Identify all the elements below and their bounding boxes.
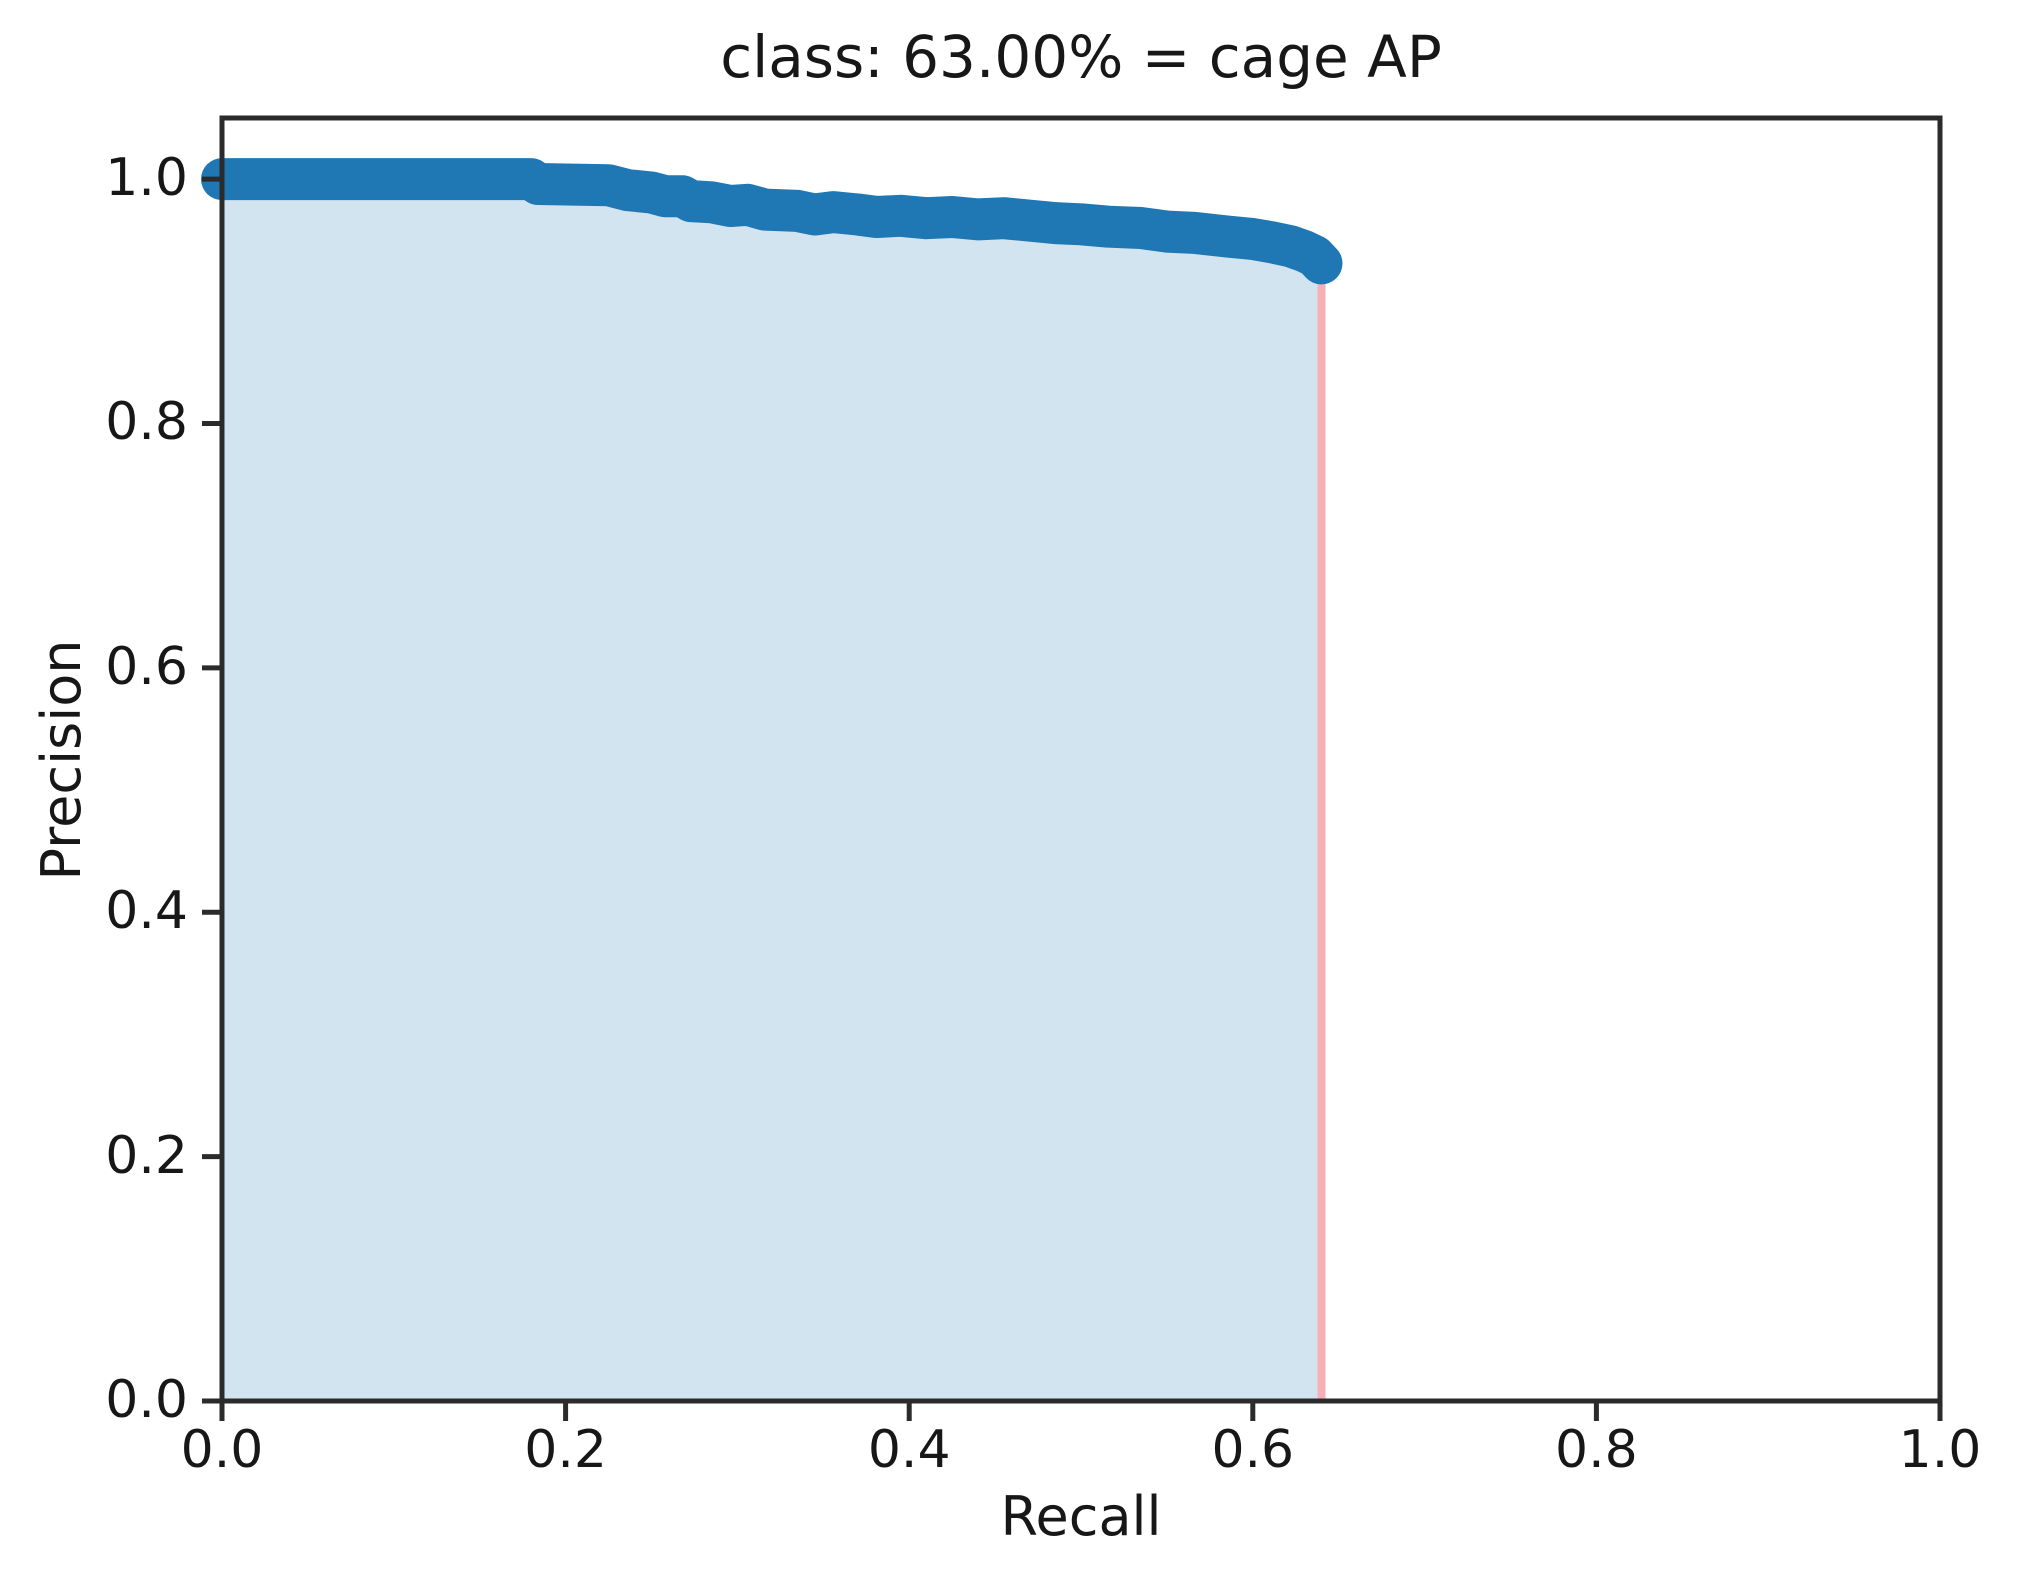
axes-frame (219, 115, 1943, 1404)
chart-title: class: 63.00% = cage AP (720, 23, 1442, 91)
x-tick-label-0.0: 0.0 (180, 1420, 264, 1480)
x-tick-label-0.8: 0.8 (1555, 1420, 1638, 1480)
y-tick-label-0.2: 0.2 (105, 1125, 188, 1186)
x-axis-label: Recall (1000, 1485, 1162, 1548)
auc-fill-area (222, 179, 1322, 1402)
y-tick-label-0.8: 0.8 (105, 392, 188, 453)
y-tick-label-0.0: 0.0 (105, 1370, 188, 1430)
x-tick-label-0.2: 0.2 (524, 1420, 607, 1480)
x-tick-label-0.6: 0.6 (1211, 1420, 1295, 1480)
y-tick-label-0.4: 0.4 (105, 881, 188, 942)
y-tick-label-1.0: 1.0 (105, 148, 188, 209)
x-tick-label-1.0: 1.0 (1898, 1420, 1982, 1480)
precision-recall-curve-line (201, 158, 1343, 285)
x-tick-label-0.4: 0.4 (867, 1420, 951, 1480)
y-tick-label-0.6: 0.6 (105, 636, 188, 697)
